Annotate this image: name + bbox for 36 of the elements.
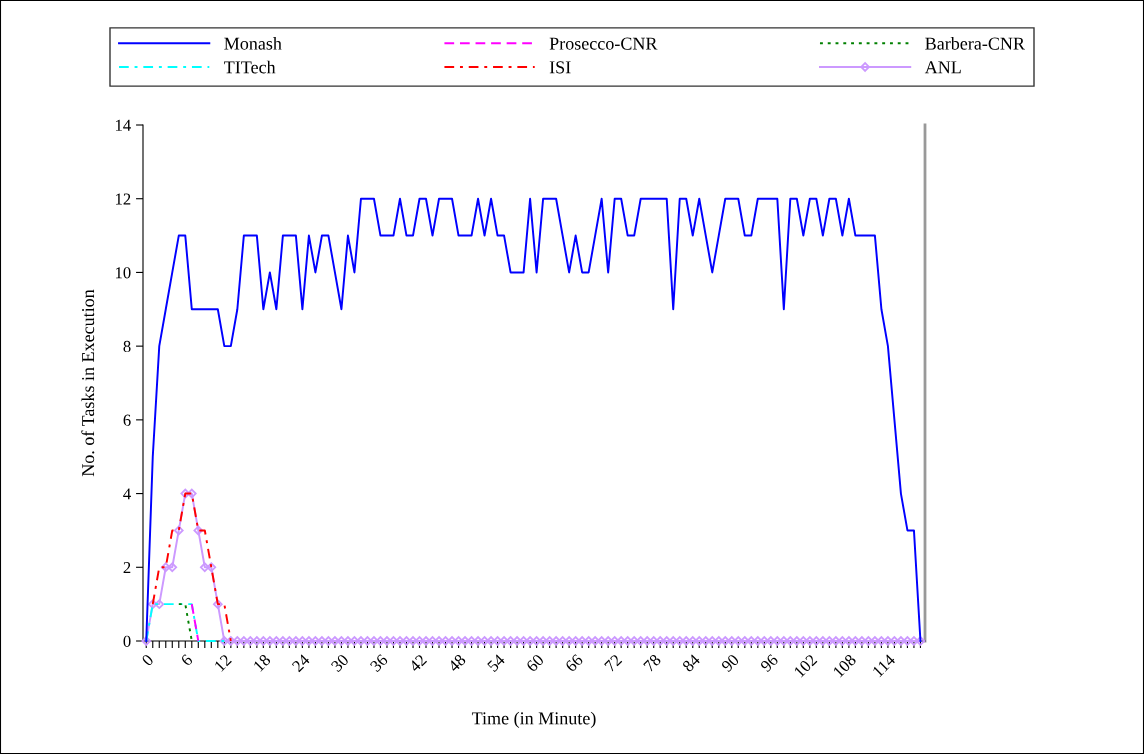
x-tick-label: 114 (872, 653, 896, 678)
x-tick-label: 54 (486, 653, 506, 673)
x-tick-label: 60 (525, 653, 545, 673)
x-tick-label: 78 (643, 653, 662, 673)
x-tick-label: 66 (564, 653, 584, 673)
x-tick-label: 0 (141, 653, 155, 667)
x-tick-label: 42 (408, 653, 428, 673)
x-tick-label: 30 (330, 653, 350, 673)
x-tick-label: 48 (447, 653, 467, 673)
legend-label: Barbera-CNR (925, 37, 1025, 50)
legend-label: Prosecco-CNR (549, 37, 658, 50)
legend-label: ANL (924, 61, 961, 74)
legend-label: ISI (549, 61, 571, 74)
x-tick-label: 84 (681, 653, 701, 673)
x-tick-label: 96 (759, 653, 779, 673)
y-tick-label: 2 (123, 562, 131, 574)
y-axis-title: No. of Tasks in Execution (81, 289, 95, 477)
y-tick-label: 14 (115, 119, 131, 131)
y-tick-label: 4 (123, 488, 131, 500)
legend-label: Monash (224, 37, 282, 50)
legend-label: TITech (224, 60, 276, 74)
y-tick-label: 10 (115, 267, 131, 279)
x-tick-label: 36 (369, 653, 389, 673)
x-tick-label: 6 (180, 653, 194, 667)
y-tick-label: 0 (123, 635, 131, 647)
x-axis-title: Time (in Minute) (471, 711, 596, 729)
x-tick-label: 90 (720, 653, 740, 673)
x-tick-label: 108 (832, 653, 857, 678)
y-tick-label: 8 (123, 340, 131, 353)
x-tick-label: 18 (252, 653, 272, 672)
x-tick-label: 102 (793, 653, 818, 678)
x-tick-label: 72 (604, 653, 623, 672)
y-tick-label: 6 (123, 414, 131, 426)
x-tick-label: 12 (213, 653, 232, 672)
x-tick-label: 24 (291, 653, 311, 673)
y-tick-label: 12 (115, 193, 131, 205)
